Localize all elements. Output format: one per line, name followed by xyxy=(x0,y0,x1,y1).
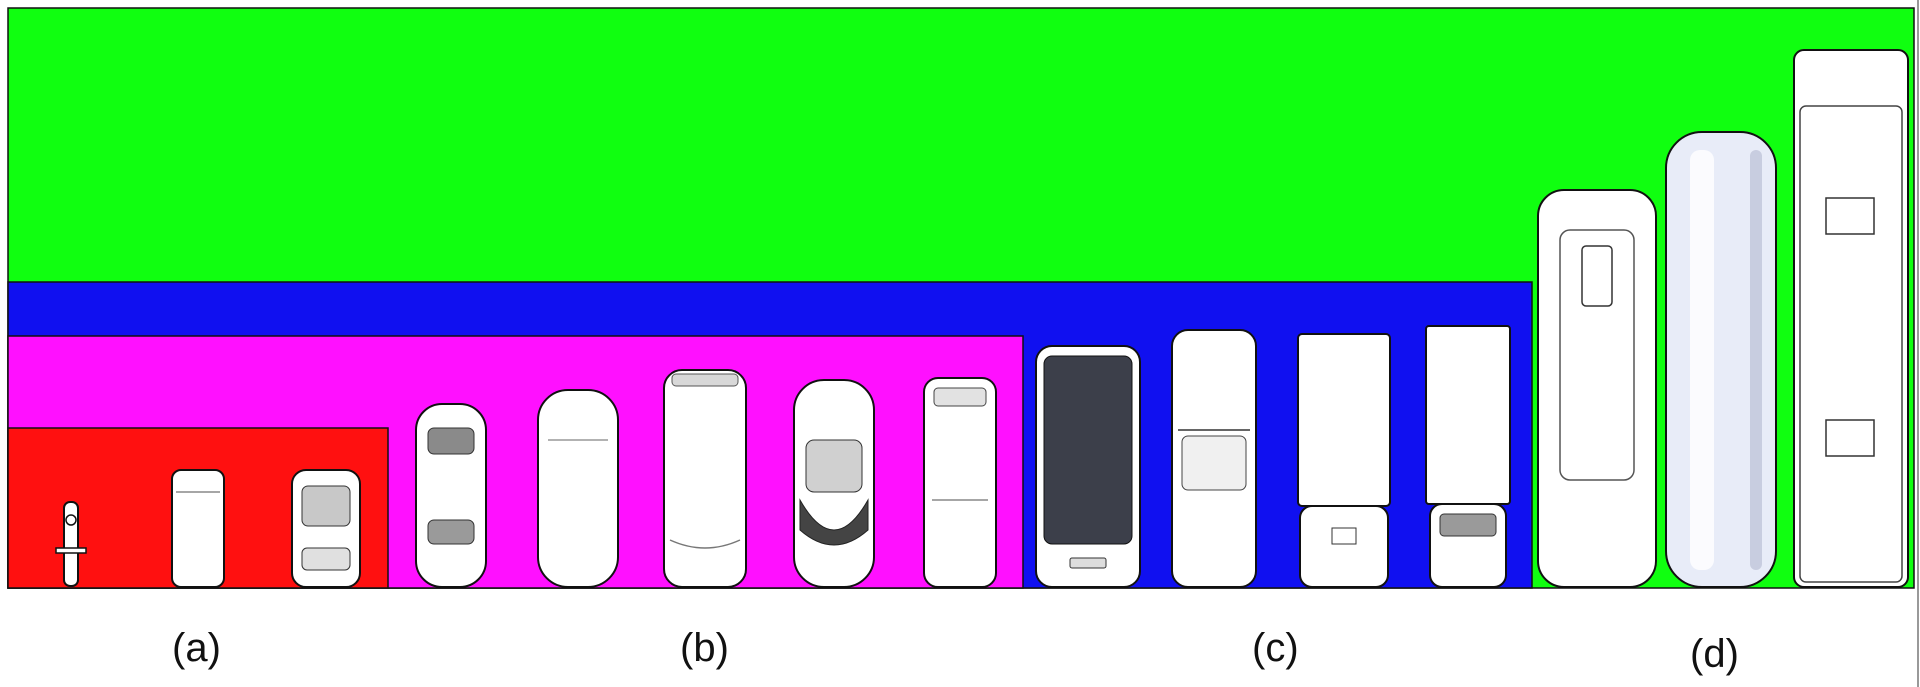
suv-dark-roof-icon xyxy=(1035,345,1141,588)
light-truck-icon xyxy=(1425,325,1511,588)
small-van-icon xyxy=(171,469,225,588)
tanker-trailer-icon xyxy=(1665,131,1777,588)
box-truck-icon xyxy=(1297,333,1391,588)
convertible-icon xyxy=(793,379,875,588)
minivan-icon xyxy=(663,369,747,588)
pickup-truck-icon xyxy=(1171,329,1257,588)
bus-icon xyxy=(1537,189,1657,588)
pickup-icon xyxy=(923,377,997,588)
hatchback-icon xyxy=(537,389,619,588)
long-trailer-icon xyxy=(1793,49,1909,588)
sedan-icon xyxy=(415,403,487,588)
motorcycle-icon xyxy=(55,501,87,587)
group-b-label: (b) xyxy=(680,626,729,670)
group-a-label: (a) xyxy=(172,626,221,670)
group-d-label: (d) xyxy=(1690,632,1739,676)
group-c-label: (c) xyxy=(1252,626,1299,670)
compact-car-icon xyxy=(291,469,361,588)
